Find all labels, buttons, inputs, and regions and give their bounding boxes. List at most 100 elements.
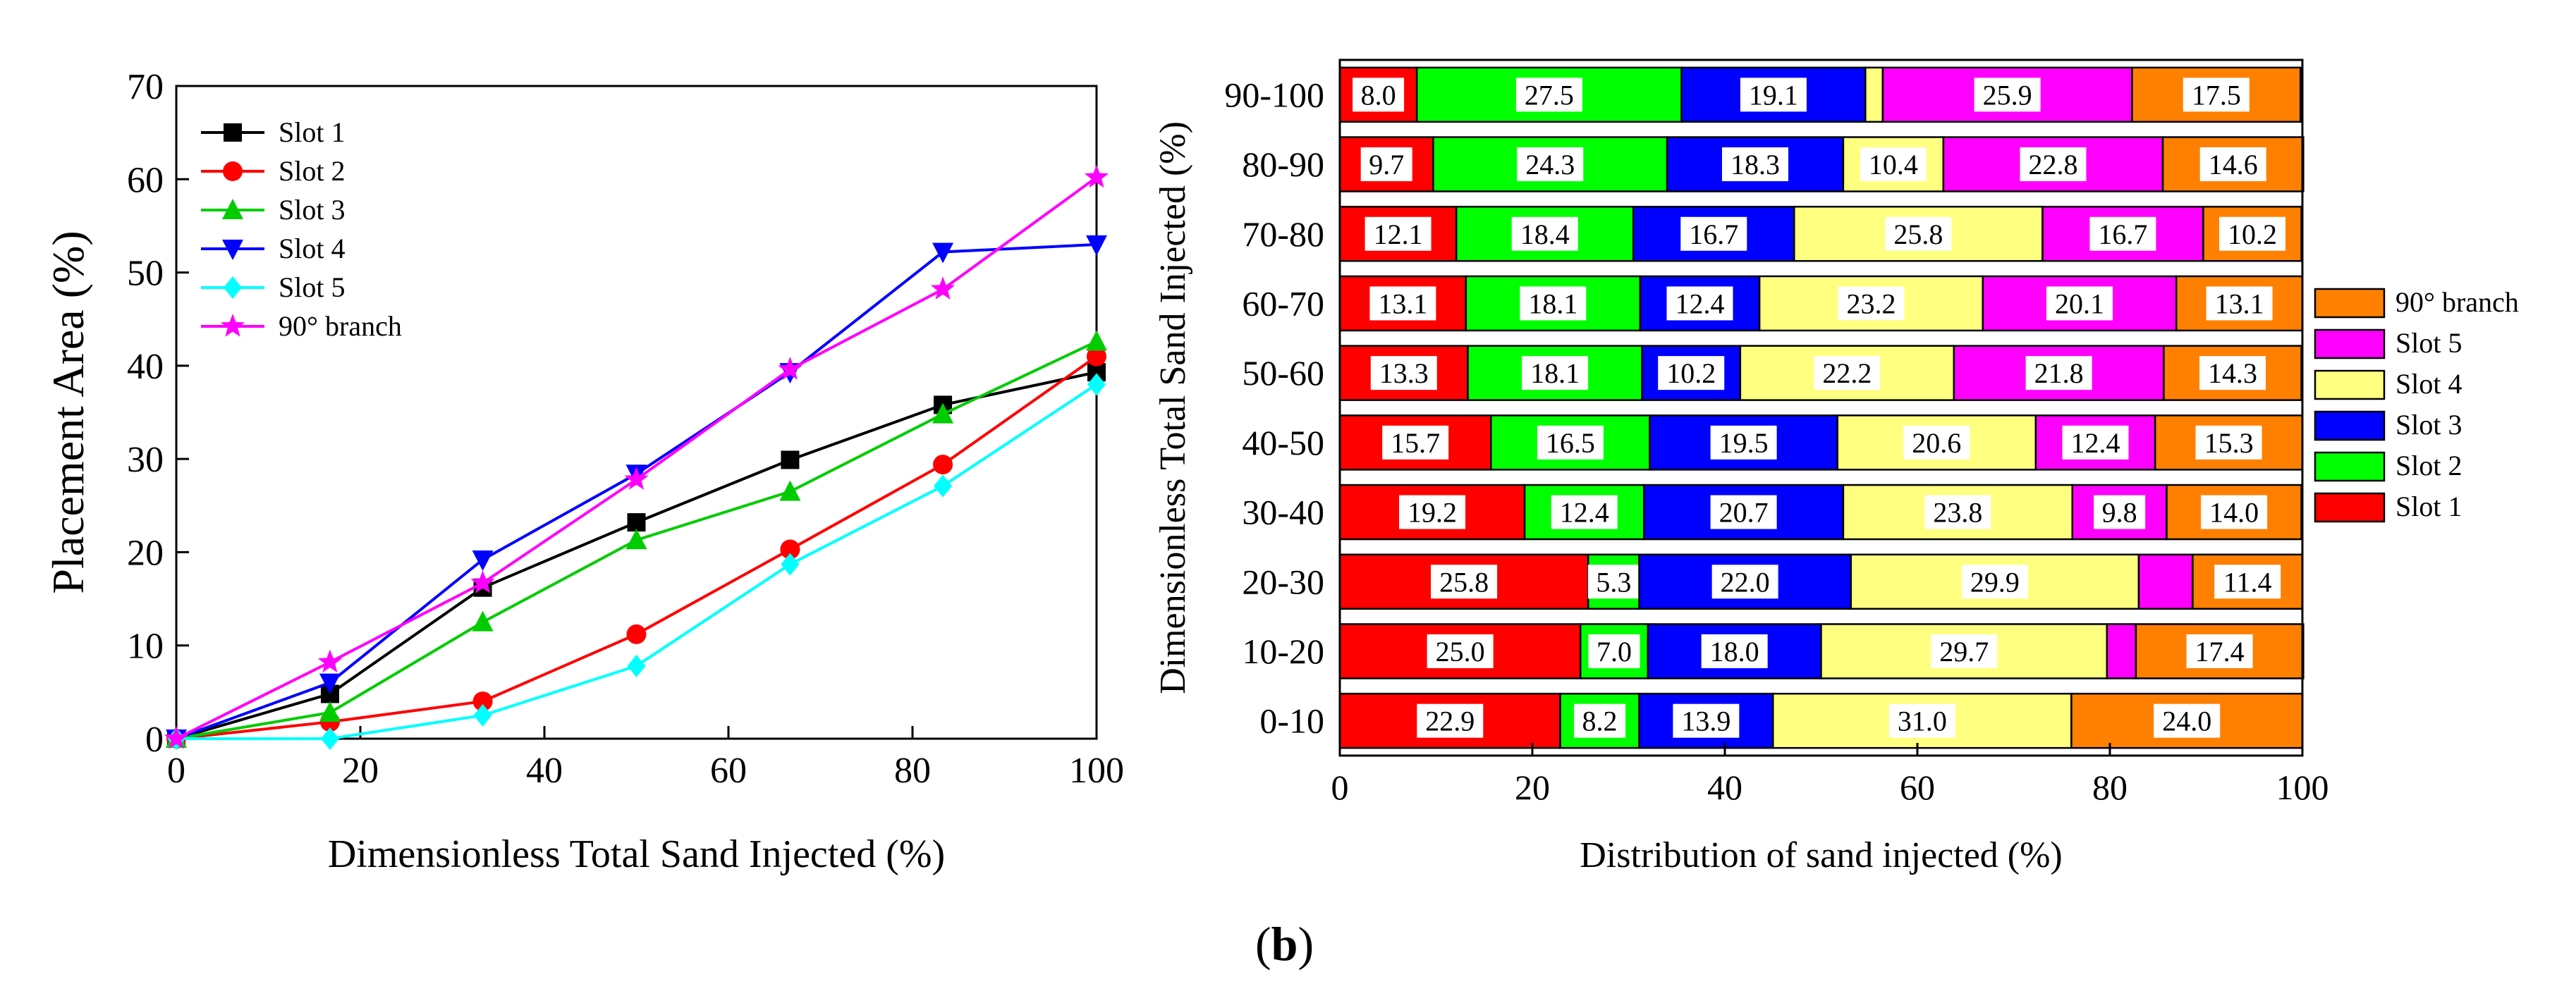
data-label-bg bbox=[1511, 216, 1578, 251]
data-point bbox=[780, 539, 800, 560]
x-tick-label: 80 bbox=[2092, 768, 2128, 807]
data-label: 22.8 bbox=[2028, 149, 2077, 180]
data-label-bg bbox=[1365, 216, 1432, 251]
y-tick-label: 40 bbox=[127, 347, 164, 387]
data-point bbox=[317, 649, 343, 673]
data-point bbox=[1087, 373, 1106, 396]
data-label: 18.1 bbox=[1528, 288, 1577, 319]
data-label-bg bbox=[1517, 147, 1584, 182]
data-point bbox=[627, 513, 646, 532]
legend-label: Slot 4 bbox=[279, 233, 345, 264]
x-tick-label: 100 bbox=[1069, 751, 1124, 791]
legend-marker bbox=[223, 161, 243, 181]
y-tick-label: 90-100 bbox=[1224, 75, 1324, 114]
data-label-bg bbox=[1838, 286, 1905, 321]
bar-row-70-80: 12.1 18.4 16.7 25.8 16.7 10.2 bbox=[1338, 206, 2302, 262]
y-tick-label: 0 bbox=[145, 720, 164, 760]
data-label-bg bbox=[2186, 634, 2253, 668]
data-label: 7.0 bbox=[1597, 636, 1632, 667]
data-point bbox=[1086, 235, 1107, 256]
series-line bbox=[176, 383, 1098, 740]
data-point bbox=[1086, 330, 1107, 351]
data-label-bg bbox=[1382, 425, 1449, 460]
legend-marker bbox=[222, 199, 243, 219]
y-tick-label: 70 bbox=[127, 67, 164, 107]
data-label: 16.7 bbox=[2098, 219, 2147, 250]
data-label: 29.7 bbox=[1939, 636, 1989, 667]
bar-segment-slot-4 bbox=[1864, 66, 1884, 123]
data-label-bg bbox=[1680, 216, 1747, 251]
data-label-bg bbox=[1673, 703, 1740, 738]
data-label: 20.1 bbox=[2055, 288, 2104, 319]
data-point bbox=[781, 450, 800, 469]
data-label: 9.7 bbox=[1369, 149, 1404, 180]
x-tick-label: 80 bbox=[894, 751, 931, 791]
y-axis-label: Dimensionless Total Sand Injected (%) bbox=[1153, 121, 1193, 694]
data-label-bg bbox=[2199, 147, 2266, 182]
data-label: 12.1 bbox=[1374, 219, 1423, 250]
data-label: 27.5 bbox=[1525, 79, 1574, 111]
data-label: 18.4 bbox=[1520, 219, 1570, 250]
data-label-bg bbox=[1740, 78, 1807, 112]
data-label-bg bbox=[1370, 356, 1437, 390]
data-label: 24.3 bbox=[1525, 149, 1575, 180]
plot-frame bbox=[1338, 59, 2304, 757]
data-point bbox=[930, 276, 956, 300]
y-tick-label: 50-60 bbox=[1242, 353, 1324, 393]
data-label: 10.2 bbox=[2228, 219, 2277, 250]
y-tick-label: 10-20 bbox=[1242, 632, 1324, 671]
bar-segment-slot-5 bbox=[1953, 345, 2165, 401]
plot-frame bbox=[175, 85, 1098, 740]
x-tick-label: 40 bbox=[1707, 768, 1742, 807]
y-tick-label: 20-30 bbox=[1242, 562, 1324, 601]
data-label: 5.3 bbox=[1596, 566, 1631, 598]
data-label-bg bbox=[1588, 634, 1640, 668]
bar-row-0-10: 22.9 8.2 13.9 31.0 24.0 bbox=[1338, 692, 2304, 749]
legend-marker bbox=[220, 314, 245, 337]
series-slot-3 bbox=[166, 330, 1107, 748]
data-point bbox=[319, 701, 341, 722]
data-label-bg bbox=[1974, 78, 2041, 112]
data-label-bg bbox=[2214, 565, 2281, 599]
legend-label: Slot 1 bbox=[279, 116, 345, 148]
legend-label: Slot 5 bbox=[279, 271, 345, 303]
data-label-bg bbox=[2094, 495, 2146, 529]
legend-label: Slot 2 bbox=[2395, 450, 2462, 481]
data-label-bg bbox=[1520, 286, 1587, 321]
bar-segment-90-branch bbox=[2175, 275, 2304, 332]
data-point bbox=[932, 242, 954, 264]
legend-label: Slot 3 bbox=[2395, 409, 2462, 441]
data-label: 22.0 bbox=[1721, 566, 1770, 598]
legend-label: 90° branch bbox=[279, 310, 402, 342]
data-point bbox=[319, 673, 341, 694]
data-label: 24.0 bbox=[2162, 706, 2211, 737]
data-label: 18.1 bbox=[1530, 357, 1580, 389]
data-label: 8.2 bbox=[1582, 706, 1618, 737]
data-point bbox=[624, 467, 649, 490]
data-label-bg bbox=[1814, 356, 1881, 390]
data-point bbox=[778, 357, 802, 380]
data-label: 14.3 bbox=[2208, 357, 2257, 389]
legend: 90° branch Slot 5 Slot 4 Slot 3 Slot 2 Slot 1 bbox=[2314, 286, 2519, 523]
data-label: 10.2 bbox=[1666, 357, 1716, 389]
series-line bbox=[176, 371, 1097, 740]
data-label-bg bbox=[2201, 495, 2268, 529]
bar-row-10-20: 25.0 7.0 18.0 29.7 17.4 bbox=[1338, 623, 2305, 679]
data-label-bg bbox=[1924, 495, 1991, 529]
data-label-bg bbox=[2020, 147, 2087, 182]
data-label-bg bbox=[2046, 286, 2113, 321]
data-label: 12.4 bbox=[1560, 497, 1609, 529]
series-90-branch bbox=[164, 164, 1109, 749]
data-label-bg bbox=[1537, 425, 1604, 460]
legend-swatch bbox=[2314, 451, 2386, 482]
legend-swatch bbox=[2314, 410, 2386, 441]
data-label-bg bbox=[2089, 216, 2156, 251]
data-point bbox=[627, 654, 646, 677]
y-tick-label: 80-90 bbox=[1242, 144, 1324, 184]
legend-marker bbox=[222, 240, 243, 260]
stacked-bar-chart-distribution: 22.9 8.2 13.9 31.0 24.0 0-10 25.0 7.0 18.0 29.7 17… bbox=[1153, 59, 2519, 875]
data-label: 14.6 bbox=[2209, 149, 2258, 180]
data-label-bg bbox=[2206, 286, 2273, 321]
y-tick-label: 10 bbox=[127, 627, 164, 667]
data-label-bg bbox=[1522, 356, 1589, 390]
